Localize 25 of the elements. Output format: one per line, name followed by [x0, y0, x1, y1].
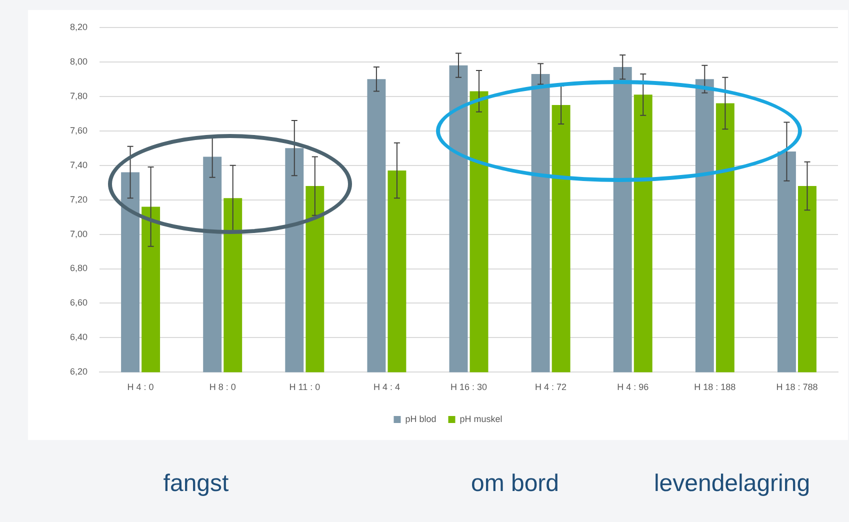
x-tick-label: H 11 : 0	[289, 382, 320, 392]
y-tick-label: 7,40	[70, 160, 88, 170]
x-tick-label: H 16 : 30	[450, 382, 488, 392]
legend-label: pH muskel	[460, 414, 502, 424]
text: levendelagring	[654, 470, 810, 498]
y-tick-label: 8,00	[70, 56, 88, 66]
text: om bord	[470, 470, 560, 498]
y-tick-label: 7,60	[70, 125, 88, 136]
x-tick-label: H 18 : 188	[694, 382, 736, 392]
y-tick-label: 7,20	[70, 194, 88, 204]
y-tick-label: 7,00	[70, 228, 88, 239]
x-tick-label: H 8 : 0	[209, 382, 236, 392]
x-tick-label: H 4 : 96	[617, 382, 649, 392]
y-tick-label: 7,80	[70, 90, 88, 101]
y-tick-label: 6,40	[70, 332, 88, 342]
y-tick-label: 8,20	[70, 22, 88, 32]
y-tick-label: 6,80	[70, 263, 88, 274]
y-tick-label: 6,60	[70, 298, 88, 308]
x-tick-label: H 4 : 4	[373, 382, 400, 392]
y-tick-label: 6,20	[70, 366, 88, 377]
x-tick-label: H 4 : 0	[127, 382, 154, 392]
legend-label: pH blod	[405, 414, 436, 424]
x-tick-label: H 4 : 72	[535, 382, 567, 392]
text: fangst	[163, 470, 229, 498]
x-tick-label: H 18 : 788	[776, 382, 818, 392]
